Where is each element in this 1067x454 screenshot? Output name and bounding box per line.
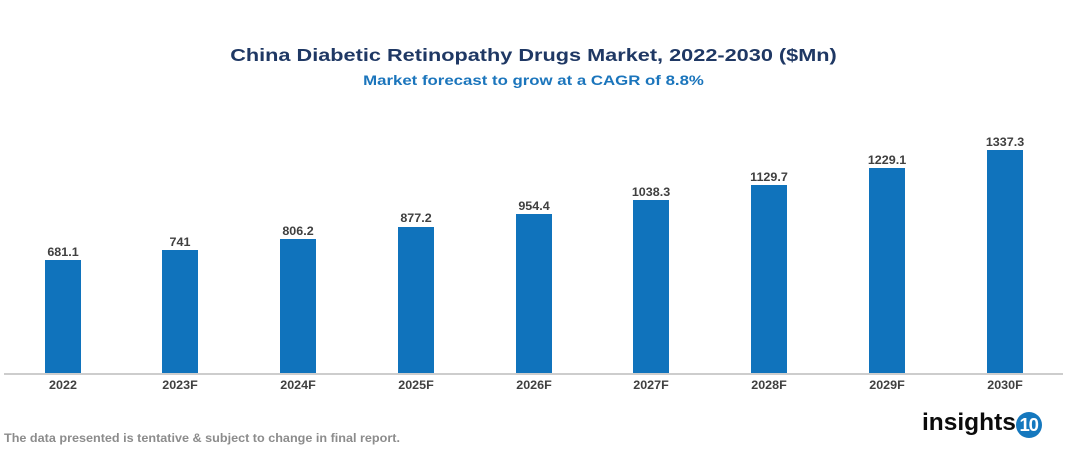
svg-text:10: 10 — [1020, 414, 1039, 435]
